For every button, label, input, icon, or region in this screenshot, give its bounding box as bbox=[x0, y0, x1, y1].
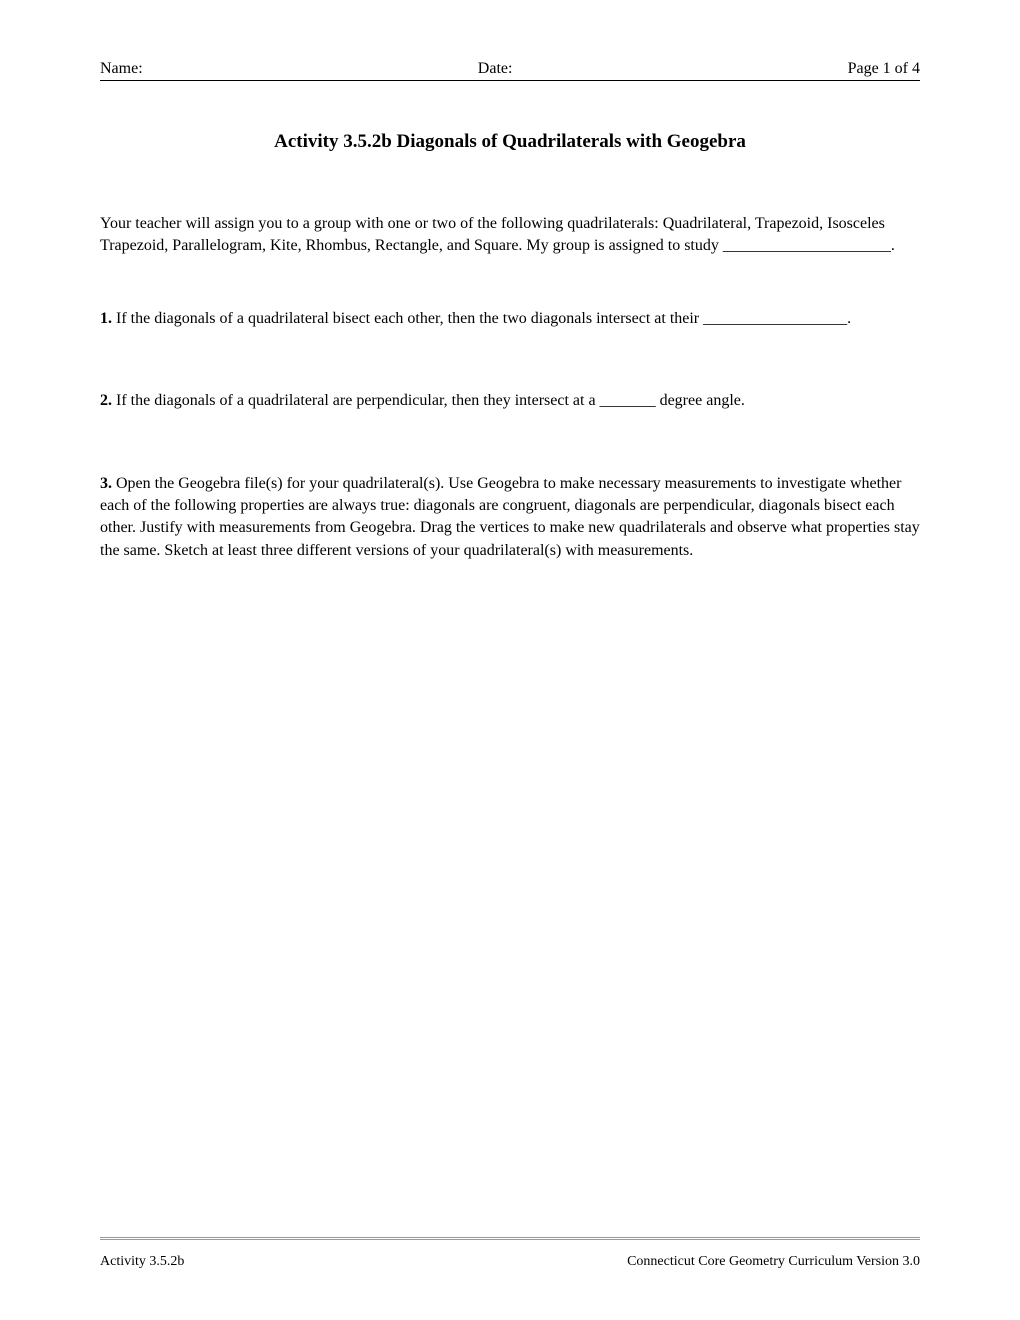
question-3-text: Open the Geogebra file(s) for your quadr… bbox=[100, 475, 920, 559]
question-3: 3. Open the Geogebra file(s) for your qu… bbox=[100, 473, 920, 563]
footer-activity-label: Activity 3.5.2b bbox=[100, 1254, 184, 1270]
footer-divider bbox=[100, 1237, 920, 1240]
name-label: Name: bbox=[100, 60, 143, 78]
page-header: Name: Date: Page 1 of 4 bbox=[100, 60, 920, 81]
page-number: Page 1 of 4 bbox=[848, 60, 920, 78]
document-title: Activity 3.5.2b Diagonals of Quadrilater… bbox=[100, 131, 920, 153]
question-2-number: 2. bbox=[100, 392, 112, 409]
question-3-number: 3. bbox=[100, 475, 112, 492]
question-1: 1. If the diagonals of a quadrilateral b… bbox=[100, 308, 920, 330]
date-label: Date: bbox=[478, 60, 513, 78]
question-2: 2. If the diagonals of a quadrilateral a… bbox=[100, 390, 920, 412]
intro-paragraph: Your teacher will assign you to a group … bbox=[100, 213, 920, 258]
question-1-number: 1. bbox=[100, 310, 112, 327]
question-2-text: If the diagonals of a quadrilateral are … bbox=[112, 392, 745, 409]
question-1-text: If the diagonals of a quadrilateral bise… bbox=[112, 310, 851, 327]
page-footer: Activity 3.5.2b Connecticut Core Geometr… bbox=[100, 1254, 920, 1270]
footer-curriculum-label: Connecticut Core Geometry Curriculum Ver… bbox=[627, 1254, 920, 1270]
